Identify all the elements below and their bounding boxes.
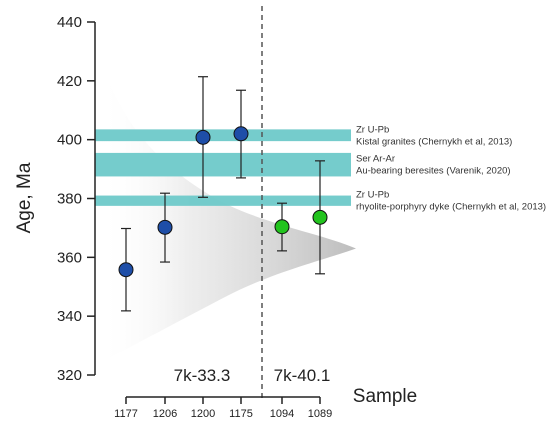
x-tick-label: 1175 <box>229 408 253 420</box>
density-curve <box>98 45 356 364</box>
y-tick-label: 440 <box>57 14 82 31</box>
y-tick-label: 420 <box>57 73 82 90</box>
data-point-1089 <box>312 160 328 275</box>
data-marker <box>233 126 249 142</box>
group-label-7k-33-3: 7k-33.3 <box>174 366 231 385</box>
data-point-1094 <box>274 202 290 252</box>
x-tick-label: 1089 <box>308 408 332 420</box>
y-tick-label: 320 <box>57 367 82 384</box>
data-marker <box>118 262 134 278</box>
data-point-1177 <box>118 227 134 312</box>
data-marker <box>195 129 211 145</box>
x-tick-label: 1200 <box>191 408 215 420</box>
band-label-line: rhyolite-porphyry dyke (Chernykh et al, … <box>356 202 546 213</box>
band-label-line: Zr U-Pb <box>356 124 389 135</box>
band-label-line: Zr U-Pb <box>356 190 389 201</box>
density-curve-shape <box>98 45 356 364</box>
group-label-7k-40-1: 7k-40.1 <box>274 366 331 385</box>
x-axis-ticks: 1177 1206 1200 1175 1094 1089 <box>114 397 332 420</box>
reference-band <box>95 195 351 206</box>
data-point-1206 <box>157 192 173 263</box>
data-marker <box>312 209 328 225</box>
y-axis-title: Age, Ma <box>14 162 35 233</box>
band-label-line: Kistal granites (Chernykh et al, 2013) <box>356 136 512 147</box>
y-tick-label: 400 <box>57 132 82 149</box>
reference-band <box>95 129 351 142</box>
band-label-line: Ser Ar-Ar <box>356 154 395 165</box>
data-marker <box>274 219 290 235</box>
x-tick-label: 1177 <box>114 408 138 420</box>
reference-bands <box>95 129 351 206</box>
band-label-line: Au-bearing beresites (Varenik, 2020) <box>356 166 511 177</box>
y-axis-ticks: 320 340 360 380 400 420 440 <box>57 14 95 384</box>
x-tick-label: 1094 <box>270 408 294 420</box>
y-tick-label: 360 <box>57 249 82 266</box>
data-points <box>118 76 328 312</box>
x-axis-title: Sample <box>353 386 417 407</box>
data-marker <box>157 219 173 235</box>
y-tick-label: 380 <box>57 191 82 208</box>
reference-band <box>95 152 351 177</box>
data-point-1175 <box>233 89 249 179</box>
y-tick-label: 340 <box>57 308 82 325</box>
x-tick-label: 1206 <box>153 408 177 420</box>
data-point-1200 <box>195 76 211 198</box>
